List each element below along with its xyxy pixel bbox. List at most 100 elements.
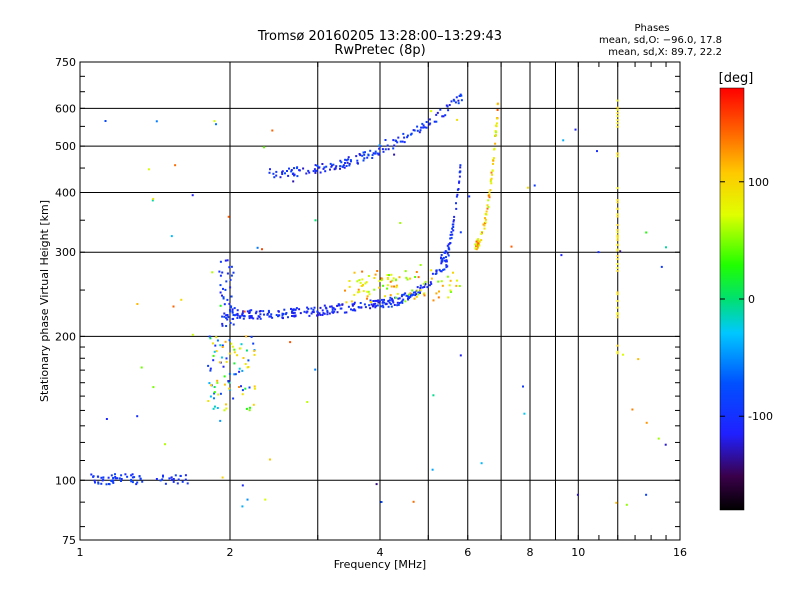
data-point [239, 316, 241, 319]
data-point [332, 307, 335, 310]
data-point [426, 286, 429, 289]
data-point [364, 306, 367, 309]
data-point [238, 370, 241, 373]
data-point [430, 282, 433, 285]
data-point [232, 317, 235, 320]
data-point [405, 276, 408, 279]
data-point [228, 339, 231, 342]
data-point [455, 207, 458, 210]
data-point [358, 290, 361, 293]
data-point [492, 157, 495, 160]
data-point [333, 310, 336, 313]
data-point [124, 473, 127, 476]
data-point [133, 476, 136, 479]
data-point [326, 313, 329, 316]
data-point [396, 301, 399, 304]
data-point [293, 174, 295, 177]
data-point [221, 315, 224, 318]
data-point [323, 304, 326, 307]
data-point [334, 166, 337, 169]
data-point [492, 159, 495, 162]
data-point [387, 148, 390, 151]
data-point [377, 299, 380, 302]
data-point [112, 477, 115, 479]
data-point [251, 316, 253, 319]
data-point [238, 315, 241, 318]
data-point [171, 479, 174, 481]
data-point [350, 308, 352, 311]
data-point [409, 292, 412, 295]
data-point [90, 473, 93, 476]
data-point [336, 311, 339, 314]
data-point [227, 380, 230, 383]
data-point [225, 314, 228, 317]
colorbar-tick-label: 0 [748, 293, 755, 306]
data-point [263, 313, 265, 316]
data-point [361, 270, 364, 273]
data-point [490, 177, 493, 180]
data-point [404, 270, 407, 273]
data-point [616, 224, 619, 226]
data-point [419, 292, 421, 294]
data-point [360, 306, 363, 309]
data-point [323, 312, 326, 315]
data-point [312, 308, 315, 311]
data-point [396, 304, 399, 307]
data-point [446, 275, 449, 278]
data-point [631, 408, 634, 411]
data-point [476, 246, 479, 249]
data-point [139, 477, 142, 480]
data-point [402, 298, 405, 301]
data-point [261, 248, 263, 251]
data-point [448, 248, 451, 251]
data-point [444, 260, 447, 263]
data-point [221, 294, 223, 297]
y-axis-ticks: 75 100 200 300 400 500 600 750 [55, 56, 680, 547]
data-point [233, 307, 236, 310]
data-point [399, 222, 402, 224]
data-point [382, 150, 385, 153]
data-point [241, 505, 244, 508]
data-point [174, 164, 177, 167]
colorbar-unit-label: [deg] [719, 71, 754, 86]
data-point [510, 245, 513, 248]
data-point [657, 437, 660, 440]
data-point [316, 314, 319, 317]
data-point [484, 218, 487, 221]
data-point [496, 109, 499, 111]
data-point [348, 285, 351, 288]
data-point [477, 243, 480, 246]
data-point [229, 352, 231, 355]
data-point [329, 162, 332, 165]
data-point [131, 476, 134, 479]
data-point [230, 295, 233, 298]
data-point [378, 280, 381, 283]
data-point [226, 259, 229, 262]
data-point [295, 167, 298, 170]
data-point [416, 286, 419, 289]
data-point [392, 277, 395, 280]
data-point [393, 144, 396, 147]
data-point [365, 281, 368, 284]
data-point [378, 300, 381, 303]
data-point [447, 254, 450, 257]
data-point [425, 121, 428, 123]
data-point [450, 100, 453, 103]
data-point [622, 353, 624, 356]
data-point [372, 300, 375, 302]
data-point [616, 231, 619, 234]
data-point [615, 501, 618, 504]
data-point [616, 266, 619, 269]
data-point [353, 293, 356, 296]
data-point [218, 270, 221, 273]
data-point [362, 159, 365, 162]
data-point [477, 242, 480, 245]
data-point [268, 311, 270, 314]
data-point [406, 136, 409, 139]
data-point [376, 270, 379, 272]
data-point [616, 155, 619, 158]
data-point [250, 315, 253, 317]
data-point [313, 168, 316, 171]
data-point [398, 302, 401, 304]
data-point [395, 286, 398, 289]
